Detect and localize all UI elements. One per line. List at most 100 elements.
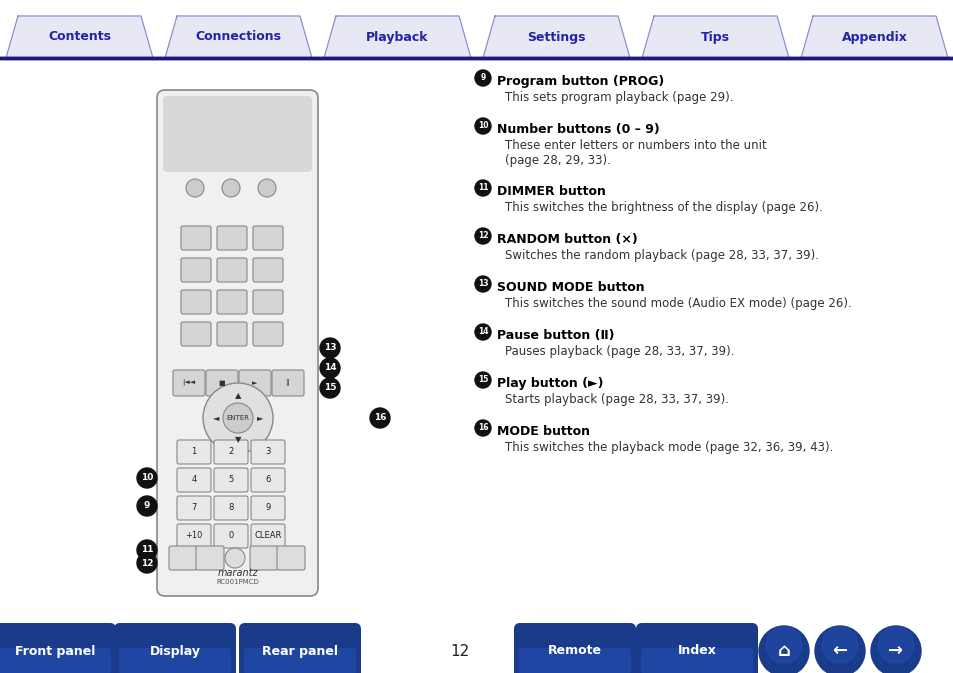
Text: 15: 15: [323, 384, 335, 392]
FancyBboxPatch shape: [0, 623, 116, 673]
Text: Tips: Tips: [700, 30, 729, 44]
FancyBboxPatch shape: [181, 226, 211, 250]
FancyBboxPatch shape: [253, 226, 283, 250]
Text: MODE button: MODE button: [497, 425, 589, 438]
Text: 9: 9: [480, 73, 485, 83]
Circle shape: [814, 626, 864, 673]
FancyBboxPatch shape: [213, 524, 248, 548]
FancyBboxPatch shape: [239, 370, 271, 396]
FancyBboxPatch shape: [272, 370, 304, 396]
Text: ■: ■: [218, 380, 225, 386]
FancyBboxPatch shape: [213, 496, 248, 520]
Text: 6: 6: [265, 476, 271, 485]
Text: Pause button (Ⅱ): Pause button (Ⅱ): [497, 329, 614, 342]
Text: RANDOM button (×): RANDOM button (×): [497, 233, 638, 246]
Text: ⌂: ⌂: [777, 642, 790, 660]
Polygon shape: [482, 16, 629, 58]
Circle shape: [203, 383, 273, 453]
Text: 5: 5: [228, 476, 233, 485]
FancyBboxPatch shape: [177, 440, 211, 464]
Circle shape: [137, 540, 157, 560]
FancyBboxPatch shape: [514, 623, 636, 673]
FancyBboxPatch shape: [113, 623, 235, 673]
FancyBboxPatch shape: [0, 648, 111, 673]
Circle shape: [821, 627, 857, 663]
Text: 16: 16: [374, 413, 386, 423]
Text: 2: 2: [228, 448, 233, 456]
Text: These enter letters or numbers into the unit
(⁠​page 28, 29, 33).: These enter letters or numbers into the …: [504, 139, 766, 167]
FancyBboxPatch shape: [216, 258, 247, 282]
Text: Front panel: Front panel: [15, 645, 95, 658]
Text: 8: 8: [228, 503, 233, 513]
Text: Play button (►): Play button (►): [497, 377, 603, 390]
Text: 11: 11: [477, 184, 488, 192]
FancyBboxPatch shape: [181, 258, 211, 282]
Text: 1: 1: [192, 448, 196, 456]
Text: This switches the brightness of the display (⁠​page 26).: This switches the brightness of the disp…: [504, 201, 822, 214]
FancyBboxPatch shape: [213, 440, 248, 464]
Circle shape: [877, 627, 913, 663]
Text: ENTER: ENTER: [226, 415, 250, 421]
Circle shape: [223, 403, 253, 433]
FancyBboxPatch shape: [518, 648, 630, 673]
Text: Playback: Playback: [366, 30, 428, 44]
Circle shape: [370, 408, 390, 428]
Text: +10: +10: [185, 532, 202, 540]
Polygon shape: [6, 16, 152, 58]
FancyBboxPatch shape: [251, 440, 285, 464]
Text: Number buttons (0 – 9): Number buttons (0 – 9): [497, 123, 659, 136]
Text: 3: 3: [265, 448, 271, 456]
Text: Starts playback (⁠​page 28, 33, 37, 39).: Starts playback (⁠​page 28, 33, 37, 39).: [504, 393, 728, 406]
FancyBboxPatch shape: [206, 370, 237, 396]
Text: ←: ←: [832, 642, 846, 660]
Text: Rear panel: Rear panel: [262, 645, 337, 658]
FancyBboxPatch shape: [216, 226, 247, 250]
FancyBboxPatch shape: [244, 648, 355, 673]
Text: CLEAR: CLEAR: [254, 532, 281, 540]
FancyBboxPatch shape: [253, 258, 283, 282]
Text: ▲: ▲: [234, 392, 241, 400]
Text: ||: ||: [285, 380, 290, 386]
Circle shape: [475, 228, 491, 244]
Text: 9: 9: [144, 501, 150, 511]
FancyBboxPatch shape: [640, 648, 752, 673]
FancyBboxPatch shape: [253, 290, 283, 314]
FancyBboxPatch shape: [216, 322, 247, 346]
Text: SOUND MODE button: SOUND MODE button: [497, 281, 644, 294]
Text: 11: 11: [141, 546, 153, 555]
Text: This switches the sound mode (Audio EX mode) (⁠​page 26).: This switches the sound mode (Audio EX m…: [504, 297, 851, 310]
Text: Connections: Connections: [195, 30, 281, 44]
Text: Appendix: Appendix: [841, 30, 906, 44]
Circle shape: [137, 468, 157, 488]
Text: 0: 0: [228, 532, 233, 540]
Polygon shape: [324, 16, 471, 58]
Circle shape: [475, 118, 491, 134]
Polygon shape: [801, 16, 947, 58]
Text: DIMMER button: DIMMER button: [497, 185, 605, 198]
FancyBboxPatch shape: [177, 468, 211, 492]
Text: 13: 13: [477, 279, 488, 289]
Text: 12: 12: [450, 643, 469, 658]
FancyBboxPatch shape: [251, 496, 285, 520]
Text: 7: 7: [192, 503, 196, 513]
Circle shape: [475, 324, 491, 340]
FancyBboxPatch shape: [157, 90, 317, 596]
FancyBboxPatch shape: [251, 468, 285, 492]
Text: 4: 4: [192, 476, 196, 485]
Text: Switches the random playback (⁠​page 28, 33, 37, 39).: Switches the random playback (⁠​page 28,…: [504, 249, 818, 262]
FancyBboxPatch shape: [251, 524, 285, 548]
Circle shape: [475, 420, 491, 436]
Text: ►: ►: [256, 413, 263, 423]
Circle shape: [475, 70, 491, 86]
Circle shape: [319, 378, 339, 398]
Text: 9: 9: [265, 503, 271, 513]
FancyBboxPatch shape: [163, 96, 312, 172]
Text: 13: 13: [323, 343, 335, 353]
Text: ▼: ▼: [234, 435, 241, 444]
Circle shape: [765, 627, 801, 663]
Text: This switches the playback mode (⁠​page 32, 36, 39, 43).: This switches the playback mode (⁠​page …: [504, 441, 833, 454]
Text: This sets program playback (⁠​page 29).: This sets program playback (⁠​page 29).: [504, 91, 733, 104]
Text: Pauses playback (⁠​page 28, 33, 37, 39).: Pauses playback (⁠​page 28, 33, 37, 39).: [504, 345, 734, 358]
Circle shape: [225, 548, 245, 568]
Text: Settings: Settings: [527, 30, 585, 44]
